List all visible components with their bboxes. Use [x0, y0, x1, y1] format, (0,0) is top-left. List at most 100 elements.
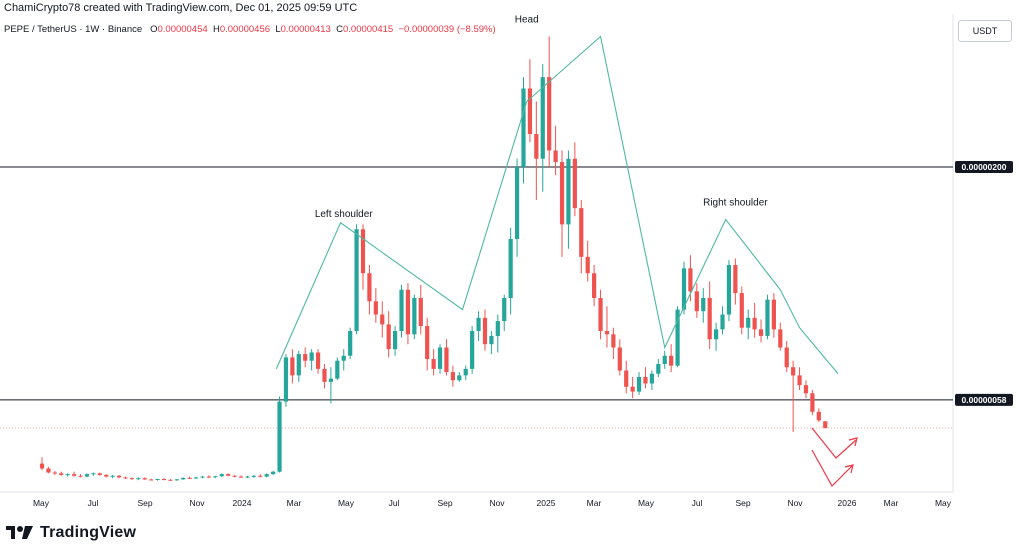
candle-body: [206, 476, 212, 478]
candle-body: [116, 475, 122, 478]
candle-body: [309, 352, 314, 361]
x-tick-label: Jul: [692, 498, 703, 508]
candle-body: [238, 476, 244, 478]
candle-body: [380, 314, 385, 325]
candle-body: [181, 477, 186, 480]
candle-body: [502, 298, 507, 322]
candle-body: [444, 347, 449, 373]
candle-body: [52, 472, 57, 474]
candle-body: [39, 463, 45, 469]
candle-body: [714, 329, 719, 340]
symbol-name[interactable]: PEPE / TetherUS · 1W · Binance: [4, 24, 143, 35]
candle-body: [476, 317, 481, 331]
tradingview-brand[interactable]: TradingView: [6, 524, 136, 542]
candle-body: [643, 377, 648, 384]
candle-body: [726, 265, 732, 315]
candle-body: [142, 478, 147, 480]
candle-body: [84, 474, 90, 477]
candle-body: [758, 329, 764, 336]
tradingview-brand-name: TradingView: [40, 524, 137, 541]
x-tick-label: Mar: [587, 498, 602, 508]
x-tick-label: Nov: [489, 498, 505, 508]
candle-body: [592, 273, 597, 298]
candle-body: [739, 293, 744, 328]
candle-body: [450, 372, 455, 381]
price-tag-label: 0.00000200: [962, 162, 1007, 172]
candle-body: [463, 368, 468, 376]
candle-body: [136, 478, 141, 480]
projection-arrow-1: [811, 427, 857, 459]
ohlc-low-label: L: [275, 24, 281, 35]
x-tick-label: May: [638, 498, 655, 508]
candle-body: [585, 256, 590, 274]
candle-body: [675, 309, 680, 366]
candle-body: [521, 88, 526, 167]
candle-body: [399, 289, 404, 331]
x-tick-label: May: [935, 498, 952, 508]
candle-body: [624, 370, 629, 387]
ohlc-high-label: H: [212, 24, 220, 35]
x-tick-label: Nov: [787, 498, 803, 508]
candle-body: [296, 354, 301, 376]
candle-body: [681, 268, 687, 310]
candle-body: [630, 386, 635, 392]
candle-body: [553, 150, 558, 163]
candle-body: [437, 347, 443, 369]
candle-body: [752, 317, 757, 330]
candle-body: [258, 475, 263, 477]
candle-body: [213, 476, 218, 478]
x-tick-label: 2026: [838, 498, 857, 508]
candle-body: [778, 329, 783, 348]
candle-body: [425, 326, 430, 360]
candle-body: [791, 367, 796, 376]
projection-arrowhead-1: [848, 437, 858, 447]
candle-body: [245, 476, 250, 478]
candle-body: [559, 162, 565, 225]
candle-body: [187, 477, 192, 479]
candle-body: [412, 298, 417, 335]
x-tick-label: Sep: [735, 498, 750, 508]
candle-body: [226, 474, 231, 476]
projection-arrow-2: [811, 449, 853, 487]
x-tick-label: 2024: [233, 498, 252, 508]
candle-body: [290, 357, 295, 376]
candle-body: [662, 355, 667, 364]
candle-body: [72, 474, 77, 476]
x-tick-label: Jul: [88, 498, 99, 508]
candle-body: [598, 298, 603, 331]
x-tick-label: Nov: [189, 498, 205, 508]
candle-body: [617, 347, 622, 371]
candle-body: [784, 347, 789, 368]
candle-body: [534, 134, 539, 159]
candle-body: [508, 239, 513, 298]
x-tick-label: Sep: [137, 498, 152, 508]
ohlc-open-value: 0.00000454: [157, 24, 208, 35]
price-tag-box: [955, 161, 1013, 173]
candle-body: [97, 473, 102, 475]
candle-body: [495, 321, 500, 336]
candle-body: [701, 298, 706, 312]
candle-body: [78, 475, 83, 477]
candle-body: [360, 229, 366, 274]
candle-body: [707, 298, 712, 340]
candle-body: [91, 473, 96, 475]
candle-body: [200, 476, 205, 478]
candle-body: [636, 377, 642, 392]
candle-body: [431, 359, 436, 369]
projection-arrowhead-2: [844, 464, 854, 474]
candle-body: [193, 477, 199, 479]
candle-body: [168, 479, 173, 481]
candle-body: [566, 158, 571, 225]
candle-body: [482, 317, 488, 345]
currency-selector[interactable]: USDT: [958, 20, 1012, 42]
x-tick-label: Mar: [884, 498, 899, 508]
candle-body: [649, 373, 654, 384]
candle-body: [656, 364, 661, 374]
candle-body: [470, 331, 475, 369]
candle-body: [328, 378, 333, 382]
candle-body: [219, 474, 224, 477]
candle-body: [547, 77, 552, 151]
candle-body: [489, 335, 494, 345]
candle-body: [386, 324, 391, 350]
